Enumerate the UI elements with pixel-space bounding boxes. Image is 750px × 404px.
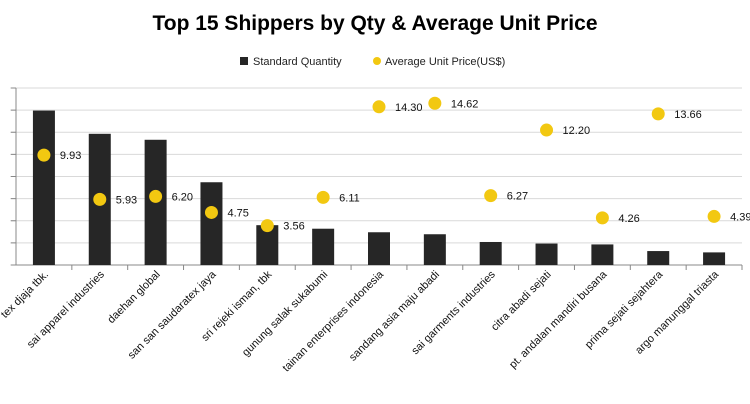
bar-6 [312,228,335,265]
price-point-10 [540,123,554,137]
price-label-7: 14.30 [395,102,423,114]
bar-13 [703,252,726,265]
bar-10 [535,243,558,265]
price-label-2: 5.93 [116,194,137,206]
price-point-9 [484,189,498,203]
legend-bar-swatch [240,57,248,65]
category-label-8: sandang asia maju abadi [347,269,442,364]
category-label-7: tainan enterprises indonesia [280,268,386,374]
price-point-1 [37,148,51,162]
bar-7 [368,232,390,265]
legend: Standard Quantity Average Unit Price(US$) [240,56,505,68]
category-labels: tex djaja tbk.sai apparel industriesdaeh… [0,265,743,374]
price-label-9: 6.27 [507,191,528,203]
category-label-10: citra abadi sejati [489,269,554,334]
price-label-1: 9.93 [60,150,81,162]
price-point-2 [93,192,107,206]
category-label-3: daehan global [105,269,162,326]
bar-8 [423,234,446,265]
bar-1 [32,110,55,265]
price-point-7 [372,100,386,114]
price-label-4: 4.75 [227,207,248,219]
point-series [37,96,721,233]
chart-title: Top 15 Shippers by Qty & Average Unit Pr… [152,12,598,35]
category-label-11: pt. andalan mandiri busana [507,268,610,371]
price-point-11 [595,211,609,225]
data-labels: 9.93 5.93 6.20 4.75 3.56 6.11 14.30 14.62 6.27 12… [60,98,750,232]
legend-point-swatch [373,57,381,65]
price-label-8: 14.62 [451,98,479,110]
price-point-4 [204,205,218,219]
price-label-12: 13.66 [674,109,702,121]
price-point-8 [428,96,442,110]
price-point-3 [149,189,163,203]
price-point-13 [707,209,721,223]
legend-bar-label: Standard Quantity [253,56,342,68]
price-label-10: 12.20 [563,125,591,137]
price-label-11: 4.26 [618,213,639,225]
price-point-5 [260,219,274,233]
price-point-12 [651,107,665,121]
category-label-1: tex djaja tbk. [0,269,51,321]
bar-9 [479,241,502,265]
bar-4 [200,182,223,265]
price-label-6: 6.11 [339,192,360,204]
bar-series [32,110,726,265]
price-label-5: 3.56 [283,221,304,233]
y-axis-ticks [11,87,16,266]
price-label-3: 6.20 [172,191,193,203]
bar-11 [591,244,614,265]
price-point-6 [316,190,330,204]
price-label-13: 4.39 [730,211,750,223]
bar-5 [256,225,279,265]
legend-point-label: Average Unit Price(US$) [385,56,505,68]
bar-12 [647,251,670,265]
